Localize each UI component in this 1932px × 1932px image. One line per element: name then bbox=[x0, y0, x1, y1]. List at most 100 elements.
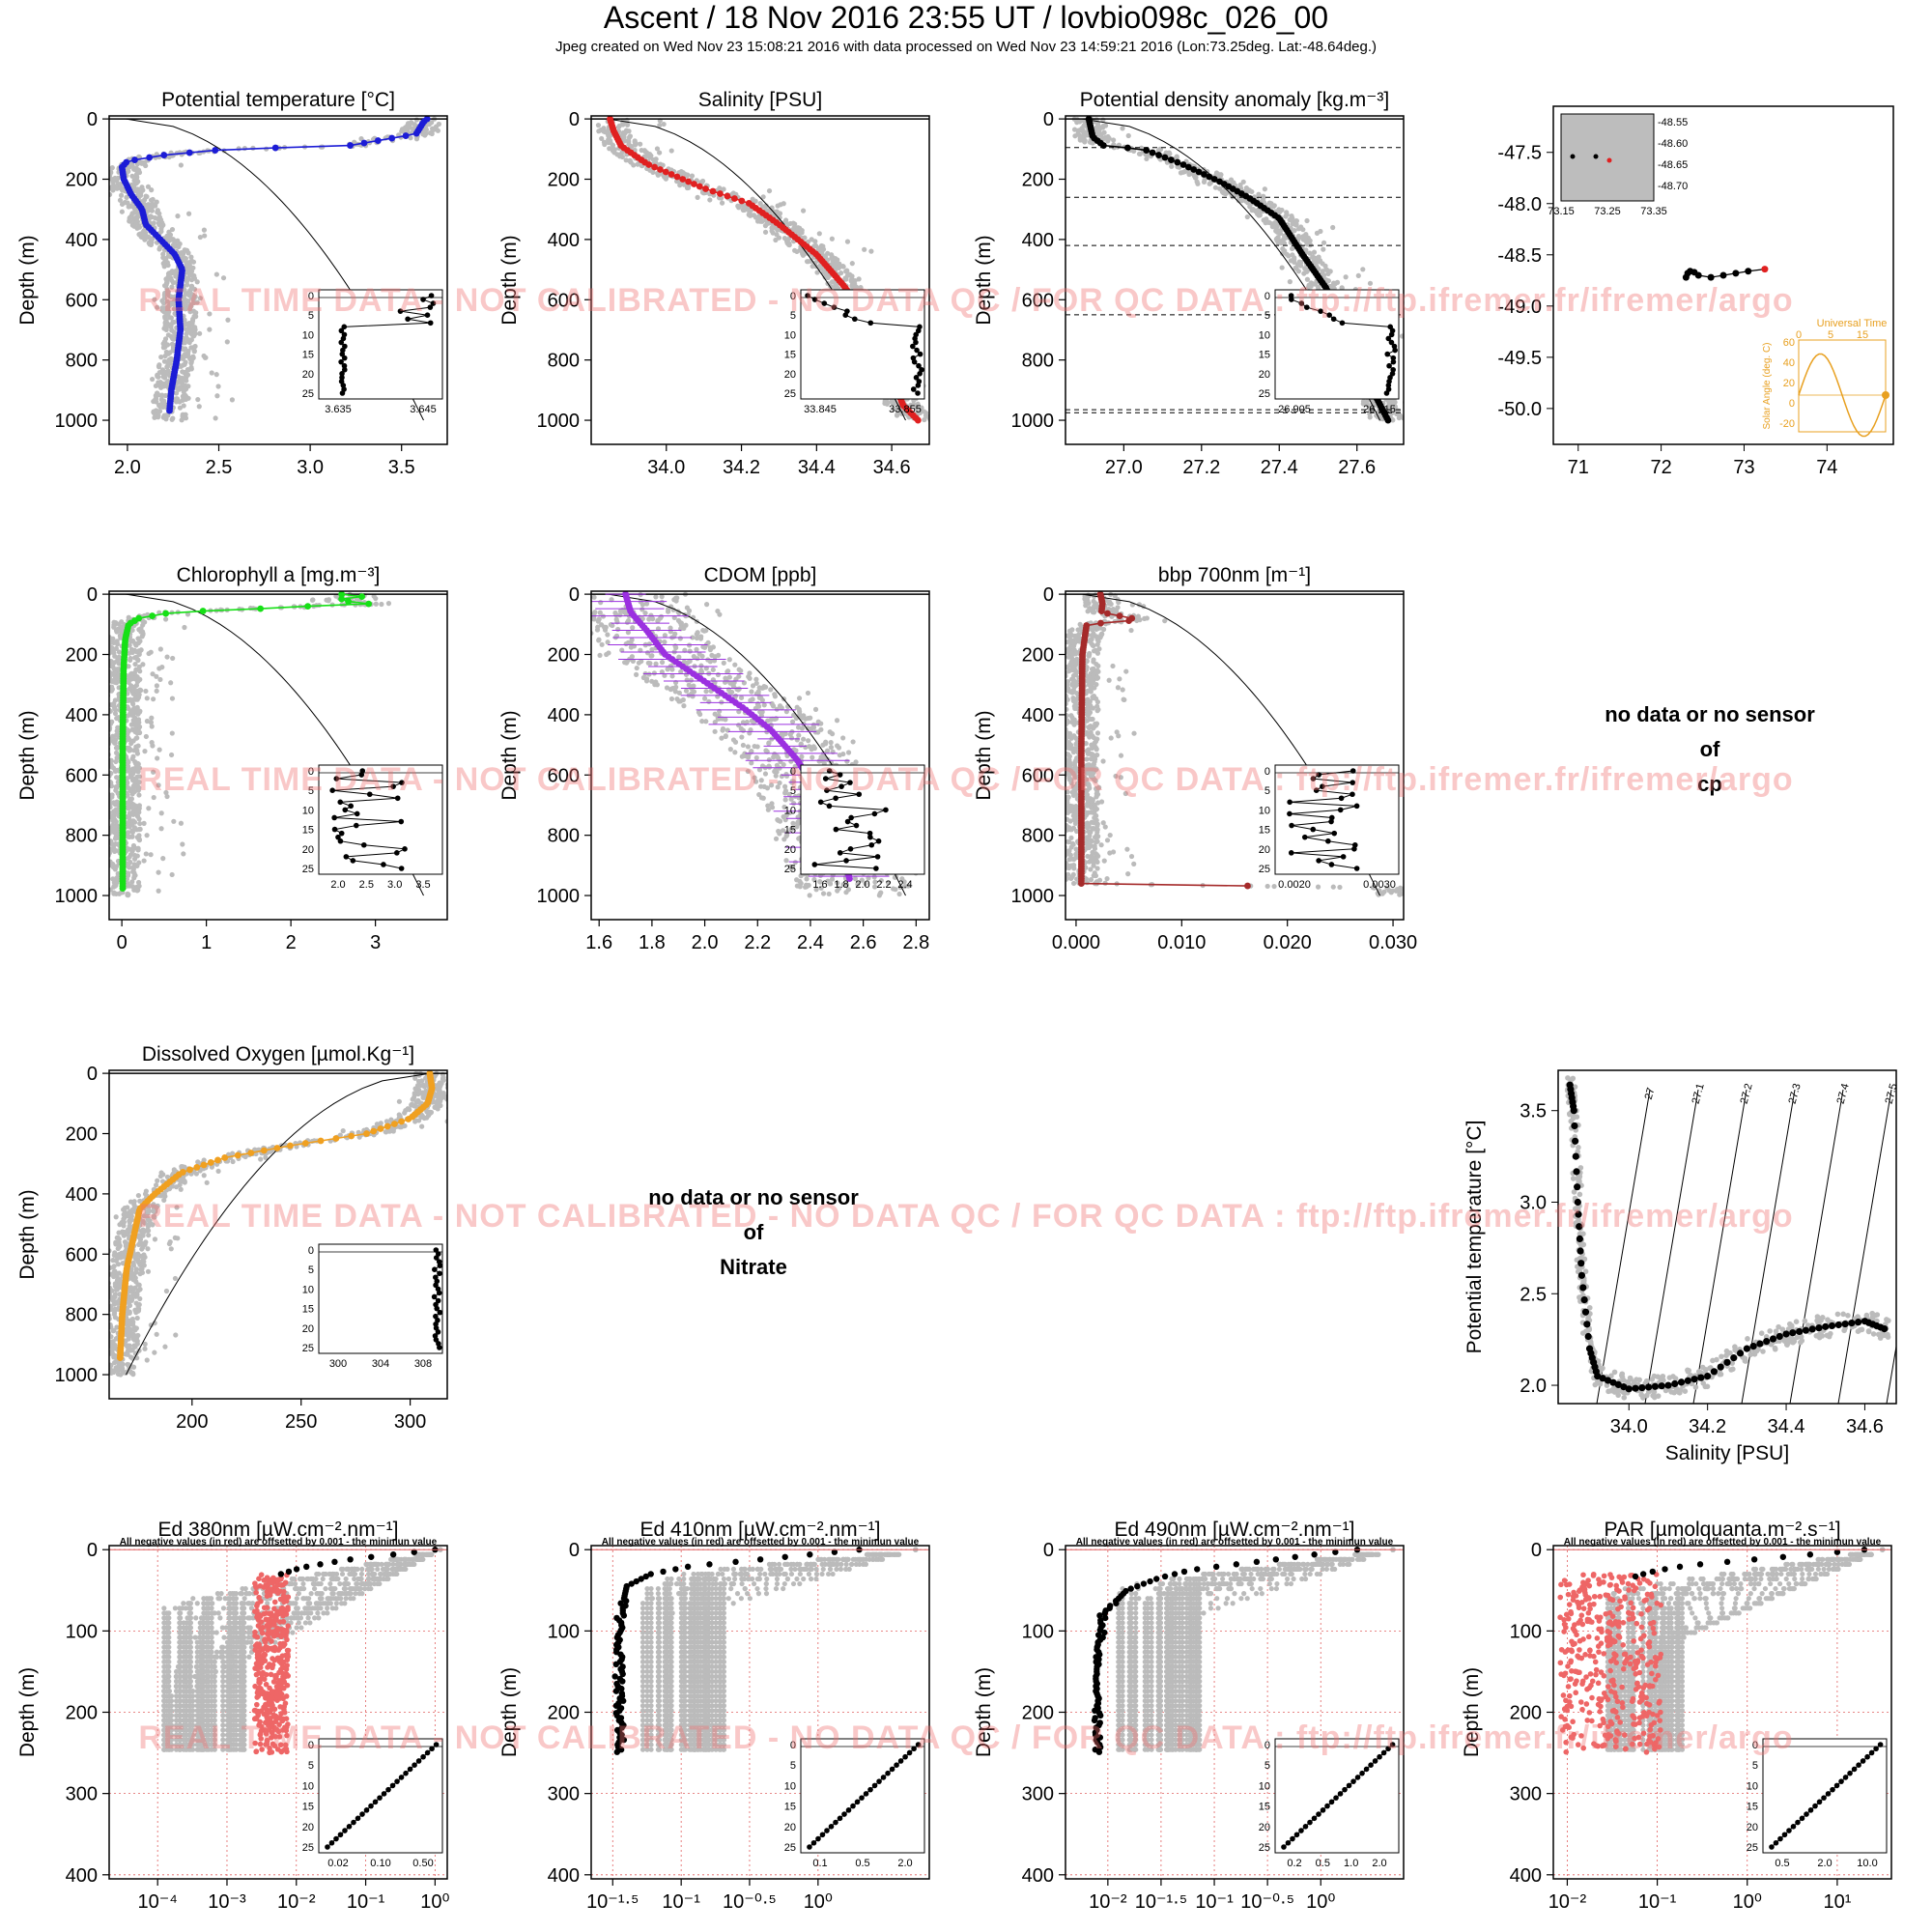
history-point bbox=[352, 139, 357, 145]
history-point bbox=[181, 255, 186, 261]
y-tick-label: 400 bbox=[548, 230, 580, 251]
history-point bbox=[627, 157, 633, 163]
history-point bbox=[605, 632, 611, 638]
y-tick-label: 800 bbox=[66, 351, 98, 372]
history-point bbox=[1071, 127, 1078, 132]
history-point bbox=[1320, 269, 1325, 274]
history-point bbox=[670, 685, 676, 692]
history-point bbox=[127, 865, 132, 870]
history-point bbox=[151, 769, 156, 775]
history-point bbox=[606, 139, 611, 146]
history-point bbox=[113, 758, 119, 765]
history-point bbox=[179, 417, 185, 423]
history-point bbox=[868, 248, 874, 254]
history-point bbox=[840, 264, 846, 270]
profile-point bbox=[914, 416, 922, 424]
history-point bbox=[862, 246, 867, 252]
inset-point bbox=[913, 339, 919, 346]
history-point bbox=[183, 412, 188, 417]
history-point bbox=[615, 626, 621, 633]
history-point bbox=[155, 374, 160, 380]
history-point bbox=[1306, 282, 1312, 288]
history-point bbox=[601, 128, 607, 134]
history-point bbox=[1180, 169, 1186, 175]
inset-point bbox=[342, 807, 349, 813]
y-tick-label: 600 bbox=[66, 290, 98, 311]
history-point bbox=[1100, 123, 1106, 129]
history-point bbox=[732, 693, 739, 699]
plot-frame bbox=[108, 115, 448, 445]
history-point bbox=[162, 616, 169, 622]
history-point bbox=[132, 661, 138, 668]
panel-title: Potential temperature [°C] bbox=[161, 89, 395, 111]
profile-point bbox=[1161, 154, 1169, 161]
history-point bbox=[436, 121, 441, 128]
history-point bbox=[168, 752, 175, 758]
history-point bbox=[114, 775, 120, 781]
history-point bbox=[128, 683, 134, 689]
history-point bbox=[176, 243, 182, 250]
history-point bbox=[188, 360, 194, 366]
history-point bbox=[149, 208, 156, 213]
history-point bbox=[747, 675, 753, 681]
history-point bbox=[139, 160, 145, 166]
history-point bbox=[165, 270, 172, 277]
history-point bbox=[604, 651, 610, 658]
history-point bbox=[109, 752, 111, 757]
history-point bbox=[772, 751, 778, 757]
history-point bbox=[183, 372, 189, 378]
history-point bbox=[164, 793, 170, 800]
history-point bbox=[781, 761, 786, 768]
profile-point bbox=[668, 171, 675, 178]
history-point bbox=[132, 717, 138, 723]
history-point bbox=[128, 655, 133, 662]
inset-point bbox=[337, 799, 344, 806]
history-point bbox=[149, 715, 155, 721]
history-point bbox=[103, 692, 108, 696]
history-point bbox=[620, 129, 626, 136]
history-point bbox=[125, 735, 131, 741]
history-point bbox=[188, 327, 195, 333]
history-point bbox=[139, 634, 145, 639]
history-point bbox=[813, 887, 819, 893]
history-point bbox=[183, 322, 188, 327]
history-point bbox=[806, 738, 811, 744]
history-point bbox=[699, 178, 706, 185]
history-point bbox=[771, 209, 778, 214]
inset-point bbox=[398, 818, 405, 825]
history-point bbox=[132, 803, 138, 809]
history-point bbox=[129, 829, 135, 836]
history-point bbox=[657, 123, 663, 128]
history-point bbox=[674, 179, 680, 185]
history-point bbox=[129, 211, 135, 216]
history-point bbox=[134, 774, 140, 780]
history-point bbox=[141, 228, 147, 234]
history-point bbox=[165, 332, 171, 338]
profile-point bbox=[365, 600, 373, 608]
history-point bbox=[189, 356, 195, 362]
history-point bbox=[135, 845, 141, 851]
history-point bbox=[651, 670, 657, 676]
inset-point bbox=[348, 803, 355, 810]
history-point bbox=[779, 705, 784, 711]
history-point bbox=[168, 355, 174, 361]
inset-point bbox=[424, 312, 431, 319]
history-point bbox=[116, 654, 122, 660]
history-point bbox=[150, 376, 156, 383]
history-point bbox=[157, 646, 163, 652]
history-point bbox=[784, 832, 790, 838]
history-point bbox=[151, 794, 156, 801]
history-point bbox=[1144, 156, 1150, 162]
profile-point bbox=[709, 187, 717, 195]
history-point bbox=[822, 274, 828, 280]
history-point bbox=[151, 398, 156, 405]
history-point bbox=[103, 810, 108, 815]
history-point bbox=[653, 156, 659, 162]
history-point bbox=[91, 672, 96, 677]
history-point bbox=[159, 381, 166, 386]
history-point bbox=[119, 624, 125, 630]
history-point bbox=[600, 613, 607, 619]
inset-point bbox=[399, 780, 405, 785]
history-point bbox=[840, 881, 846, 888]
history-point bbox=[684, 605, 691, 611]
